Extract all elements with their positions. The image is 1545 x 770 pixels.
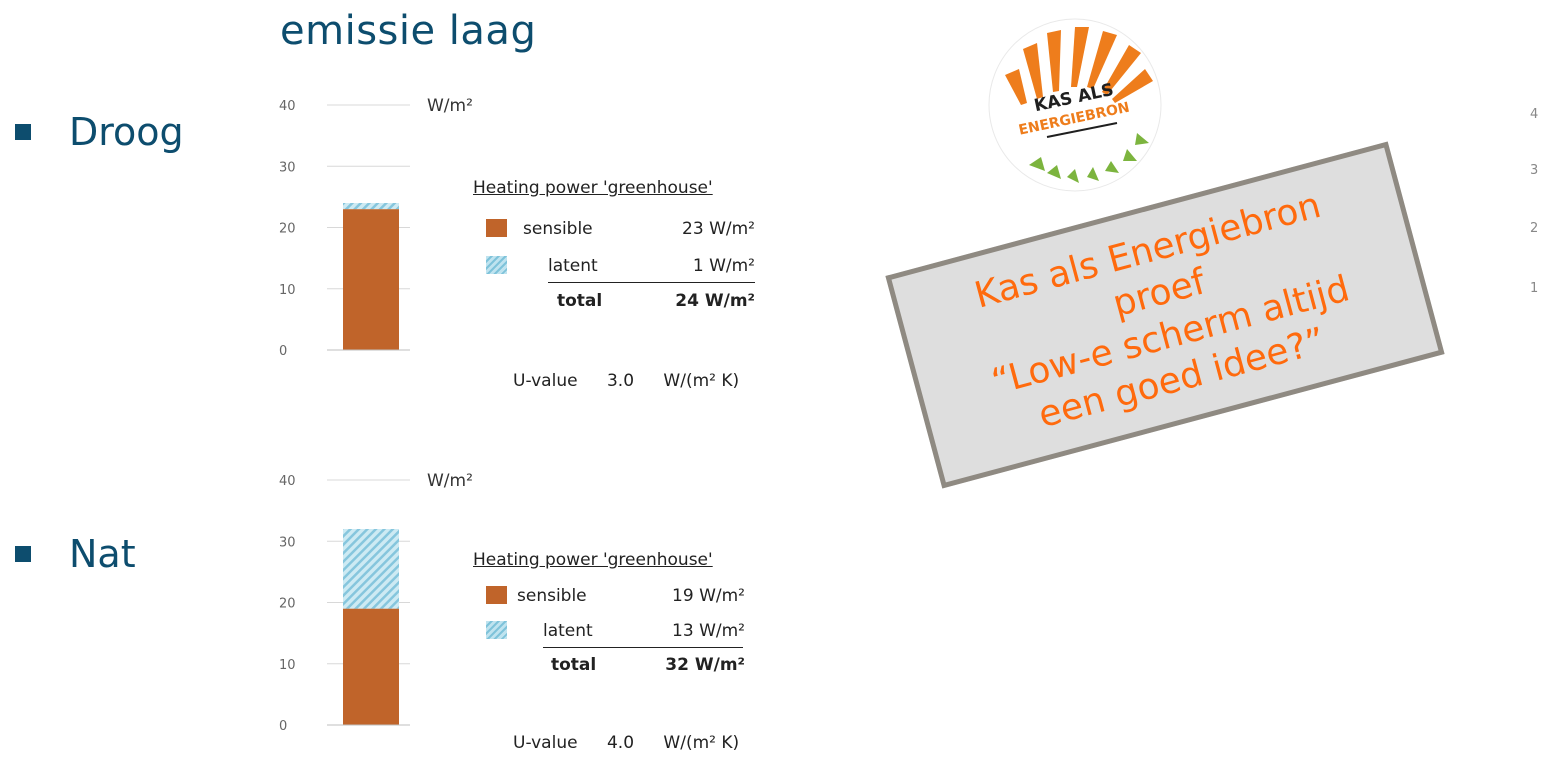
unit-label: W/m² <box>427 96 473 116</box>
legend-name-latent: latent <box>543 621 593 641</box>
legend-row-latent <box>486 621 507 639</box>
u-value-label: U-value <box>513 371 578 391</box>
legend-name-sensible: sensible <box>523 219 593 239</box>
u-value-unit: W/(m² K) <box>663 371 740 391</box>
y-tick-label: 0 <box>279 719 287 734</box>
sensible-swatch <box>486 586 507 604</box>
y-tick-label: 10 <box>279 283 296 298</box>
kas-als-energiebron-logo: KAS ALS ENERGIEBRON <box>985 15 1165 195</box>
unit-label: W/m² <box>427 471 473 491</box>
u-value-unit: W/(m² K) <box>663 733 740 753</box>
legend-value-sensible: 23 W/m² <box>682 219 755 239</box>
y-tick-label: 0 <box>279 344 287 359</box>
bullet-label: Droog <box>69 110 184 154</box>
latent-swatch <box>486 621 507 639</box>
note-card: Kas als Energiebron proef “Low-e scherm … <box>885 141 1445 489</box>
y-tick-label: 30 <box>279 160 296 175</box>
legend-row-sensible <box>486 219 507 237</box>
chart-nat: 0 10 20 30 40 W/m² <box>255 470 555 750</box>
total-divider <box>543 647 743 648</box>
legend-value-latent: 1 W/m² <box>692 256 755 276</box>
legend-value-total: 32 W/m² <box>665 655 745 675</box>
u-value-number: 3.0 <box>606 371 635 391</box>
slide-heading: emissie laag <box>280 8 537 54</box>
y-tick-label: 20 <box>279 222 296 237</box>
right-edge-tick: 3 <box>1530 163 1539 178</box>
bullet-marker <box>15 546 31 562</box>
legend-name-sensible: sensible <box>517 586 587 606</box>
legend-row-sensible <box>486 586 507 604</box>
legend-title: Heating power 'greenhouse' <box>473 550 713 570</box>
bar-segment-latent <box>343 529 399 609</box>
logo-graphic: KAS ALS ENERGIEBRON <box>988 18 1162 192</box>
bar-segment-sensible <box>343 608 399 725</box>
sun-rays-icon <box>1005 27 1153 105</box>
y-tick-label: 10 <box>279 658 296 673</box>
y-tick-label: 40 <box>279 99 296 114</box>
chart-droog: 0 10 20 30 40 W/m² <box>255 95 555 375</box>
bullet-label: Nat <box>69 532 136 576</box>
u-value-label: U-value <box>513 733 578 753</box>
total-divider <box>548 282 755 283</box>
sensible-swatch <box>486 219 507 237</box>
legend-name-latent: latent <box>548 256 598 276</box>
chart-nat-svg: 0 10 20 30 40 W/m² <box>279 471 473 734</box>
right-edge-tick: 2 <box>1530 221 1539 236</box>
right-edge-tick: 4 <box>1530 107 1539 122</box>
leaf-rays-icon <box>1029 133 1149 183</box>
bullet-marker <box>15 124 31 140</box>
bar-segment-latent <box>343 203 399 210</box>
legend-value-latent: 13 W/m² <box>672 621 745 641</box>
legend-title: Heating power 'greenhouse' <box>473 178 713 198</box>
u-value-row: U-value 4.0 W/(m² K) <box>513 733 739 753</box>
y-tick-label: 20 <box>279 597 296 612</box>
legend-panel-droog: Heating power 'greenhouse' sensible 23 W… <box>473 178 793 398</box>
legend-panel-nat: Heating power 'greenhouse' sensible 19 W… <box>473 550 793 770</box>
legend-name-total: total <box>557 291 603 311</box>
right-edge-tick: 1 <box>1530 281 1539 296</box>
bullet-droog: Droog <box>15 110 184 154</box>
legend-value-sensible: 19 W/m² <box>672 586 745 606</box>
legend-value-total: 24 W/m² <box>675 291 755 311</box>
bullet-nat: Nat <box>15 532 136 576</box>
legend-name-total: total <box>551 655 597 675</box>
u-value-number: 4.0 <box>606 733 635 753</box>
u-value-row: U-value 3.0 W/(m² K) <box>513 371 739 391</box>
y-tick-label: 40 <box>279 474 296 489</box>
bar-segment-sensible <box>343 209 399 350</box>
latent-swatch <box>486 256 507 274</box>
y-tick-label: 30 <box>279 535 296 550</box>
chart-droog-svg: 0 10 20 30 40 W/m² <box>279 96 473 359</box>
legend-row-latent <box>486 256 507 274</box>
